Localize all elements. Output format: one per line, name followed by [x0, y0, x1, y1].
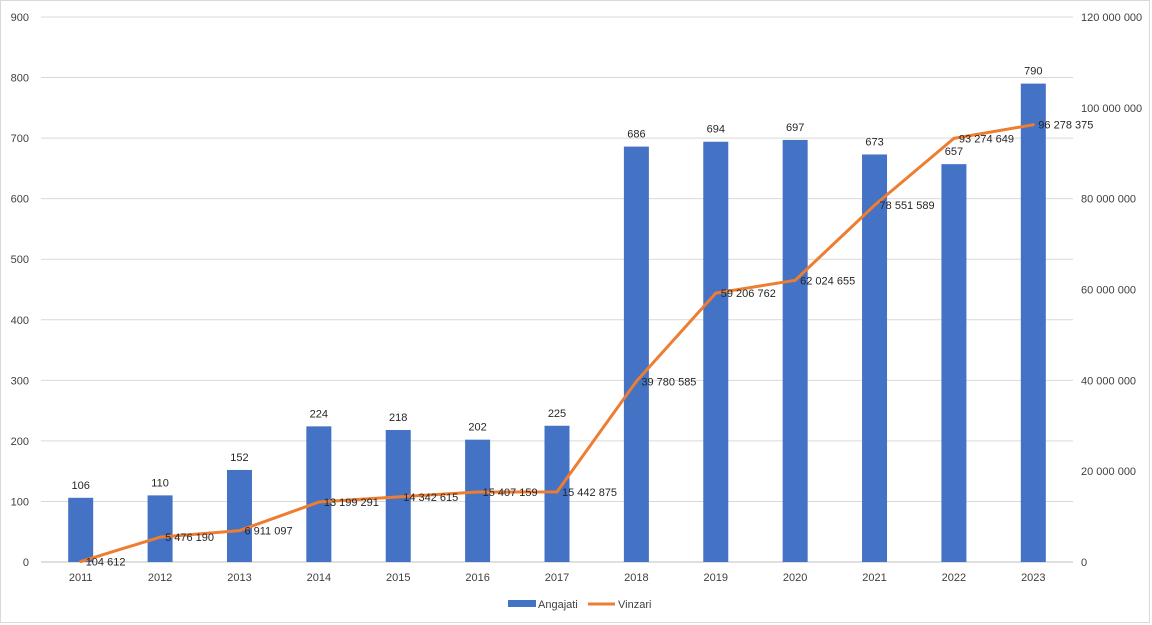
line-value-label: 62 024 655 [800, 275, 855, 287]
legend-swatch-angajati [508, 600, 536, 607]
x-tick-label: 2022 [942, 572, 966, 584]
line-point [714, 291, 718, 295]
bar-value-label: 106 [72, 480, 90, 492]
bar [623, 146, 649, 563]
x-tick-label: 2015 [386, 572, 410, 584]
x-tick-label: 2019 [704, 572, 728, 584]
line-value-label: 15 442 875 [562, 487, 617, 499]
right-tick-label: 60 000 000 [1081, 285, 1136, 297]
bar [465, 439, 491, 562]
line-value-label: 6 911 097 [244, 526, 292, 538]
bar-value-label: 202 [468, 422, 486, 434]
gridlines [41, 16, 1073, 563]
x-tick-label: 2016 [465, 572, 489, 584]
line-value-label: 96 278 375 [1038, 120, 1093, 132]
right-tick-label: 40 000 000 [1081, 375, 1136, 387]
x-tick-label: 2011 [69, 572, 93, 584]
bar-value-label: 110 [151, 477, 169, 489]
bar-value-label: 152 [230, 452, 248, 464]
right-axis: 0 20 000 000 40 000 000 60 000 000 80 000 00… [1081, 12, 1142, 569]
bar [226, 469, 252, 562]
line-value-label: 5 476 190 [165, 532, 214, 544]
bar-value-label: 697 [786, 122, 804, 134]
left-tick-label: 600 [11, 194, 29, 206]
left-tick-label: 800 [11, 73, 29, 85]
line-value-label: 15 407 159 [483, 487, 538, 499]
line-point [158, 535, 162, 539]
x-axis: 2011 2012 2013 2014 2015 2016 2017 2018 2019 2020… [69, 572, 1046, 584]
right-tick-label: 80 000 000 [1081, 194, 1136, 206]
x-tick-label: 2014 [307, 572, 331, 584]
x-tick-label: 2018 [624, 572, 648, 584]
bar [703, 141, 729, 562]
line-value-label: 104 612 [86, 557, 126, 569]
line-value-label: 39 780 585 [641, 376, 696, 388]
x-tick-label: 2021 [862, 572, 886, 584]
right-tick-label: 100 000 000 [1081, 103, 1142, 115]
x-tick-label: 2017 [545, 572, 569, 584]
line-point [79, 560, 83, 564]
right-tick-label: 120 000 000 [1081, 12, 1142, 24]
line-value-label: 78 551 589 [880, 200, 935, 212]
left-tick-label: 200 [11, 436, 29, 448]
line-point [793, 278, 797, 282]
left-axis: 0 100 200 300 400 500 600 700 800 900 [11, 12, 29, 569]
x-tick-label: 2020 [783, 572, 807, 584]
left-tick-label: 100 [11, 496, 29, 508]
line-series-vinzari [79, 123, 1035, 564]
line-value-label: 93 274 649 [959, 133, 1014, 145]
x-tick-label: 2013 [227, 572, 251, 584]
legend-label-angajati: Angajati [538, 599, 578, 611]
x-tick-label: 2023 [1021, 572, 1045, 584]
legend: Angajati Vinzari [508, 599, 651, 611]
left-tick-label: 500 [11, 254, 29, 266]
line-value-label: 14 342 615 [403, 492, 458, 504]
bar [544, 425, 570, 562]
bar-value-label: 225 [548, 408, 566, 420]
bar-value-label: 686 [627, 129, 645, 141]
line-point [317, 500, 321, 504]
left-tick-label: 0 [23, 557, 29, 569]
line-point [873, 203, 877, 207]
bar-value-label: 657 [945, 146, 963, 158]
bar [147, 495, 173, 562]
line-point [476, 490, 480, 494]
bar-value-label: 694 [707, 124, 725, 136]
line-value-label: 13 199 291 [324, 497, 379, 509]
legend-label-vinzari: Vinzari [618, 599, 651, 611]
line-point [555, 490, 559, 494]
line-point [237, 529, 241, 533]
left-tick-label: 400 [11, 315, 29, 327]
bar-value-label: 224 [310, 408, 328, 420]
bar [862, 154, 888, 562]
bar [1020, 83, 1046, 562]
left-tick-label: 700 [11, 133, 29, 145]
bar [68, 497, 94, 562]
left-tick-label: 300 [11, 375, 29, 387]
right-tick-label: 20 000 000 [1081, 466, 1136, 478]
bar [306, 426, 332, 562]
left-tick-label: 900 [11, 12, 29, 24]
line-point [952, 136, 956, 140]
line-value-label: 59 206 762 [721, 288, 776, 300]
right-tick-label: 0 [1081, 557, 1087, 569]
data-labels: 106 110 152 224 218 202 225 686 694 697 673 657 790 1… [72, 66, 1094, 569]
bar-value-label: 790 [1024, 66, 1042, 78]
x-tick-label: 2012 [148, 572, 172, 584]
line-point [396, 495, 400, 499]
bar-value-label: 673 [865, 136, 883, 148]
bar [941, 164, 967, 562]
bar [782, 139, 808, 562]
line-point [634, 379, 638, 383]
line-point [1031, 123, 1035, 127]
bar-value-label: 218 [389, 412, 407, 424]
